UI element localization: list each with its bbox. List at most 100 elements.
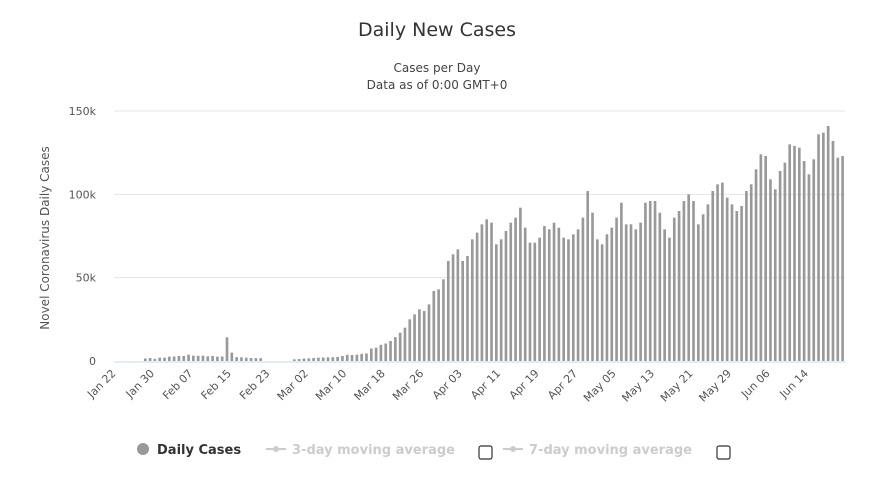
bar[interactable] <box>249 358 253 361</box>
bar[interactable] <box>620 202 623 361</box>
bar[interactable] <box>634 229 638 361</box>
bar[interactable] <box>461 261 464 361</box>
bar[interactable] <box>653 201 657 361</box>
bar[interactable] <box>182 356 186 361</box>
bar[interactable] <box>355 354 359 361</box>
bar[interactable] <box>817 134 820 361</box>
bar[interactable] <box>312 358 315 361</box>
bar[interactable] <box>418 309 421 361</box>
bar[interactable] <box>677 211 681 361</box>
bar[interactable] <box>470 239 474 361</box>
bar[interactable] <box>216 356 219 361</box>
bar[interactable] <box>788 144 792 361</box>
bar[interactable] <box>759 154 763 361</box>
bar[interactable] <box>648 201 652 361</box>
bar[interactable] <box>716 184 719 361</box>
bar[interactable] <box>158 357 162 361</box>
bar[interactable] <box>490 222 493 361</box>
bar[interactable] <box>687 194 691 361</box>
bar[interactable] <box>682 201 686 361</box>
bar[interactable] <box>557 227 561 361</box>
bar[interactable] <box>730 204 734 361</box>
bar[interactable] <box>442 279 445 361</box>
bar[interactable] <box>552 222 556 361</box>
bar[interactable] <box>831 141 835 361</box>
bar[interactable] <box>822 132 825 361</box>
bar[interactable] <box>769 179 772 361</box>
bar[interactable] <box>773 189 777 361</box>
bar[interactable] <box>499 239 503 361</box>
legend-item-daily-cases[interactable]: Daily Cases <box>137 443 241 458</box>
bar[interactable] <box>533 242 537 361</box>
bar[interactable] <box>192 355 195 361</box>
bar[interactable] <box>211 356 214 361</box>
bar[interactable] <box>408 319 412 361</box>
bar[interactable] <box>206 356 210 361</box>
bar[interactable] <box>629 224 633 361</box>
bar[interactable] <box>394 337 397 361</box>
bar[interactable] <box>745 191 748 361</box>
bar[interactable] <box>514 217 517 361</box>
bar[interactable] <box>658 212 662 361</box>
bar[interactable] <box>456 249 460 361</box>
bar[interactable] <box>235 357 238 361</box>
bar[interactable] <box>711 191 715 361</box>
bar[interactable] <box>644 202 647 361</box>
bar[interactable] <box>403 327 407 361</box>
bar[interactable] <box>528 242 532 361</box>
bar[interactable] <box>369 348 373 362</box>
bar[interactable] <box>466 256 469 361</box>
bar[interactable] <box>697 224 700 361</box>
legend-item-3-day-moving-average[interactable]: 3-day moving average <box>266 443 455 458</box>
bar[interactable] <box>143 358 147 362</box>
bar[interactable] <box>610 227 614 361</box>
bar[interactable] <box>778 171 782 361</box>
bar[interactable] <box>562 237 565 361</box>
bar[interactable] <box>802 161 806 361</box>
bar[interactable] <box>187 354 190 361</box>
bar[interactable] <box>543 226 546 361</box>
bar[interactable] <box>422 311 426 361</box>
bar[interactable] <box>240 357 243 361</box>
bar[interactable] <box>360 353 363 361</box>
bar[interactable] <box>153 358 157 361</box>
bar[interactable] <box>331 357 335 361</box>
bar[interactable] <box>523 227 527 361</box>
bar[interactable] <box>783 162 787 361</box>
bar[interactable] <box>326 357 330 361</box>
bar[interactable] <box>740 206 743 361</box>
bar[interactable] <box>841 156 844 361</box>
bar[interactable] <box>230 352 234 361</box>
bar[interactable] <box>596 239 599 361</box>
bar[interactable] <box>350 355 354 361</box>
bar[interactable] <box>172 356 176 362</box>
bar[interactable] <box>432 291 436 361</box>
bar[interactable] <box>297 359 301 361</box>
bar[interactable] <box>764 156 767 361</box>
bar[interactable] <box>663 229 666 361</box>
bar[interactable] <box>254 358 258 361</box>
bar[interactable] <box>509 222 513 361</box>
bar[interactable] <box>302 358 306 362</box>
bar[interactable] <box>605 234 609 361</box>
bar[interactable] <box>600 244 604 361</box>
legend-checkbox-7-day[interactable] <box>716 445 731 460</box>
bar[interactable] <box>163 357 166 361</box>
bar[interactable] <box>576 229 580 361</box>
bar[interactable] <box>437 289 440 361</box>
legend-checkbox-3-day[interactable] <box>478 445 493 460</box>
bar[interactable] <box>177 356 181 361</box>
bar[interactable] <box>451 254 455 361</box>
bar[interactable] <box>754 169 758 361</box>
bar[interactable] <box>807 174 811 361</box>
bar[interactable] <box>389 341 392 361</box>
bar[interactable] <box>571 234 575 361</box>
bar[interactable] <box>519 207 522 361</box>
bar[interactable] <box>735 211 739 361</box>
bar[interactable] <box>586 191 590 361</box>
bar[interactable] <box>538 237 541 361</box>
bar[interactable] <box>336 357 339 361</box>
bar[interactable] <box>307 358 311 361</box>
bar[interactable] <box>672 217 676 361</box>
bar[interactable] <box>167 356 171 361</box>
